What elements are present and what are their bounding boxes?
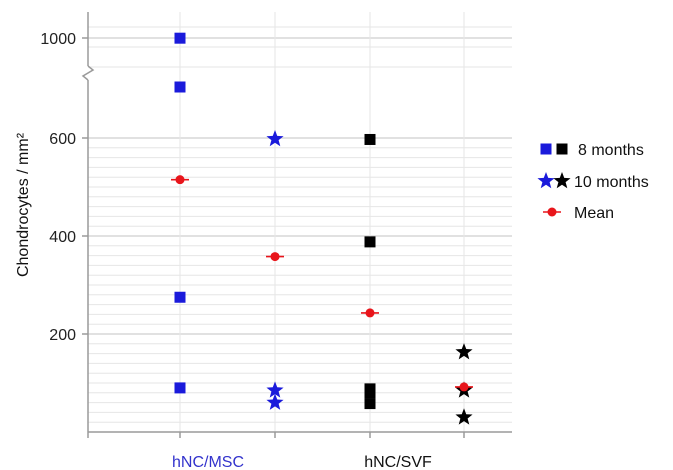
legend-label: 10 months bbox=[574, 174, 649, 191]
category-label: hNC/SVF bbox=[364, 454, 432, 470]
legend-swatch bbox=[543, 207, 561, 217]
legend-label: 8 months bbox=[578, 142, 644, 159]
data-point bbox=[174, 291, 186, 303]
category-labels: hNC/MSC hNC/SVF bbox=[172, 454, 432, 470]
legend-label: Mean bbox=[574, 205, 614, 222]
y-tick-label: 1000 bbox=[40, 31, 76, 48]
legend-swatch bbox=[540, 143, 552, 155]
y-axis-break bbox=[81, 65, 95, 81]
data-point bbox=[171, 175, 189, 185]
legend-item: 8 months bbox=[540, 142, 644, 159]
y-tick-label: 600 bbox=[49, 131, 76, 148]
category-label: hNC/MSC bbox=[172, 454, 244, 470]
y-tick-label: 400 bbox=[49, 229, 76, 246]
y-tick-label: 200 bbox=[49, 327, 76, 344]
legend: 8 months 10 months Mean bbox=[537, 142, 649, 222]
grid bbox=[88, 12, 512, 432]
data-point bbox=[364, 133, 376, 145]
data-point bbox=[266, 393, 284, 410]
data-point bbox=[266, 252, 284, 262]
legend-item: Mean bbox=[543, 205, 614, 222]
legend-swatch bbox=[553, 172, 571, 189]
data-point bbox=[174, 32, 186, 44]
data-point bbox=[174, 81, 186, 93]
data-point bbox=[364, 398, 376, 410]
legend-swatch bbox=[556, 143, 568, 155]
y-axis-title: Chondrocytes / mm² bbox=[15, 132, 32, 277]
legend-swatch bbox=[537, 172, 555, 189]
legend-item: 10 months bbox=[537, 172, 649, 191]
data-point bbox=[266, 381, 284, 398]
axes bbox=[81, 12, 512, 438]
y-tick-labels: 200 400 600 1000 bbox=[40, 31, 88, 344]
data-point bbox=[361, 308, 379, 318]
data-point bbox=[364, 387, 376, 399]
data-point bbox=[455, 343, 473, 360]
data-marks bbox=[171, 32, 473, 425]
data-point bbox=[174, 382, 186, 394]
data-point bbox=[455, 408, 473, 425]
data-point bbox=[266, 129, 284, 147]
data-point bbox=[364, 236, 376, 248]
data-point bbox=[455, 382, 473, 392]
